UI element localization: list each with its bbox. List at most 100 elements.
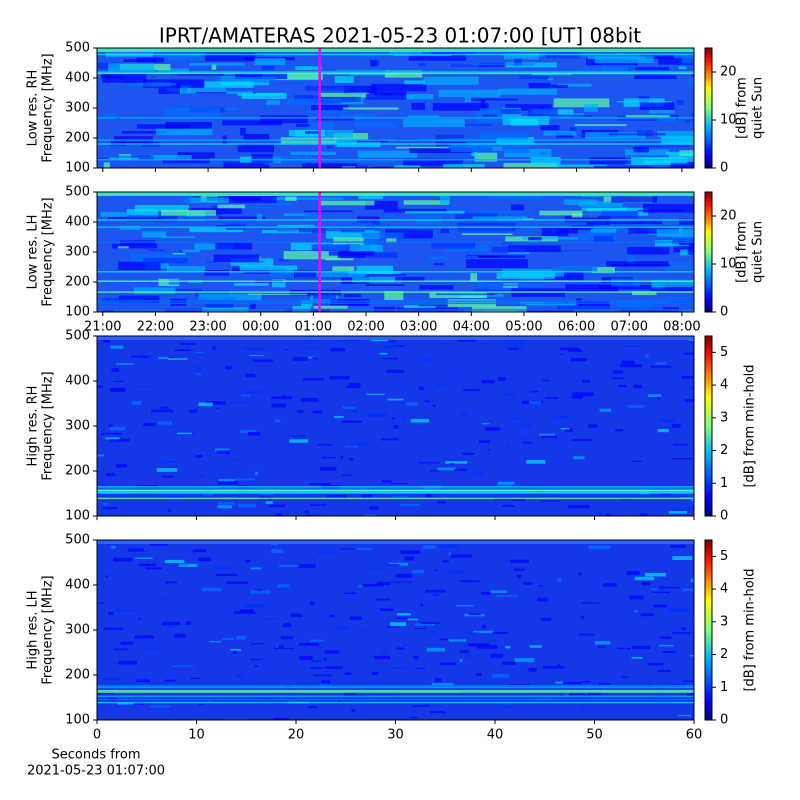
heatmap-cell: [134, 635, 154, 639]
y-axis-label: Low res. RH: [26, 70, 41, 147]
heatmap-cell: [133, 287, 176, 295]
heatmap-cell: [284, 349, 288, 351]
heatmap-cell: [652, 311, 675, 312]
heatmap-cell: [611, 377, 624, 380]
heatmap-cell: [268, 504, 285, 507]
heatmap-cell: [195, 373, 202, 375]
heatmap-band: [97, 701, 694, 704]
heatmap-cell: [102, 676, 121, 681]
heatmap-cell: [555, 681, 565, 684]
heatmap-cell: [251, 590, 271, 594]
heatmap-cell: [162, 475, 174, 478]
heatmap-cell: [437, 467, 456, 471]
heatmap-base: [97, 540, 694, 720]
heatmap-cell: [431, 683, 454, 687]
heatmap-cell: [218, 502, 236, 505]
heatmap-cell: [405, 210, 465, 214]
heatmap-cell: [496, 595, 519, 597]
heatmap-cell: [659, 586, 680, 589]
heatmap-cell: [464, 632, 480, 634]
heatmap-cell: [215, 77, 276, 83]
colorbar-label: quiet Sun: [751, 221, 766, 283]
heatmap-cell: [387, 398, 404, 401]
heatmap-cell: [461, 233, 513, 236]
heatmap-cell: [160, 236, 196, 238]
heatmap-cell: [448, 570, 464, 574]
heatmap-cell: [113, 557, 132, 562]
heatmap-cell: [559, 353, 564, 356]
heatmap-cell: [102, 507, 118, 510]
heatmap-band: [97, 117, 694, 119]
heatmap-cell: [97, 692, 114, 695]
heatmap-cell: [170, 298, 187, 306]
heatmap-cell: [328, 486, 333, 489]
heatmap-cell: [693, 621, 694, 626]
heatmap-cell: [195, 455, 203, 458]
y-tick-label: 200: [65, 131, 90, 146]
heatmap-cell: [409, 716, 419, 719]
heatmap-band: [97, 71, 694, 74]
x-tick-label: 30: [387, 728, 404, 743]
heatmap-cell: [400, 550, 420, 555]
colorbar-label: [dB] from: [735, 77, 750, 139]
heatmap-cell: [387, 563, 400, 566]
heatmap-cell: [468, 613, 481, 616]
colorbar-tick-label: 20: [720, 209, 737, 224]
heatmap-cell: [167, 358, 188, 360]
heatmap-cell: [97, 385, 103, 388]
heatmap-cell: [361, 494, 373, 499]
heatmap-cell: [408, 115, 440, 118]
heatmap-cell: [581, 207, 628, 211]
heatmap-cell: [627, 247, 670, 255]
heatmap-cell: [317, 552, 336, 555]
heatmap-cell: [181, 86, 188, 92]
heatmap-cell: [435, 134, 465, 140]
heatmap-cell: [277, 224, 315, 227]
heatmap-cell: [251, 567, 262, 570]
heatmap-cell: [584, 104, 598, 112]
heatmap-cell: [396, 613, 411, 616]
heatmap-cell: [690, 578, 694, 583]
heatmap-cell: [628, 228, 679, 234]
heatmap-cell: [400, 209, 405, 212]
heatmap-cell: [363, 583, 384, 587]
heatmap-cell: [514, 148, 522, 151]
y-axis-label: Frequency [MHz]: [41, 575, 56, 684]
heatmap-cell: [679, 218, 694, 225]
heatmap-cell: [392, 417, 395, 420]
heatmap-cell: [224, 194, 277, 203]
heatmap-cell: [480, 592, 491, 595]
heatmap-cell: [618, 306, 664, 310]
heatmap-cell: [615, 429, 623, 432]
heatmap-cell: [435, 383, 448, 386]
heatmap-cell: [379, 352, 388, 355]
heatmap-cell: [465, 255, 526, 258]
heatmap-cell: [626, 570, 640, 575]
heatmap-cell: [291, 613, 303, 617]
heatmap-cell: [456, 605, 474, 607]
heatmap-cell: [325, 666, 343, 669]
heatmap-cell: [161, 461, 179, 464]
heatmap-cell: [513, 568, 525, 571]
heatmap-cell: [403, 200, 450, 205]
heatmap-cell: [404, 556, 414, 561]
heatmap-cell: [311, 357, 318, 360]
heatmap-cell: [438, 89, 501, 98]
heatmap-cell: [105, 575, 108, 578]
heatmap-cell: [103, 502, 109, 506]
heatmap-cell: [541, 435, 558, 439]
heatmap-cell: [165, 581, 177, 584]
heatmap-cell: [410, 418, 430, 423]
heatmap-cell: [245, 373, 256, 378]
heatmap-cell: [344, 592, 357, 595]
heatmap-cell: [489, 195, 542, 199]
heatmap-cell: [133, 155, 150, 158]
heatmap-cell: [167, 509, 171, 513]
heatmap-cell: [396, 617, 408, 620]
heatmap-cell: [372, 221, 381, 225]
heatmap-cell: [390, 581, 413, 583]
heatmap-cell: [291, 435, 306, 437]
heatmap-cell: [631, 657, 643, 659]
heatmap-cell: [192, 549, 207, 553]
heatmap-cell: [216, 573, 238, 576]
